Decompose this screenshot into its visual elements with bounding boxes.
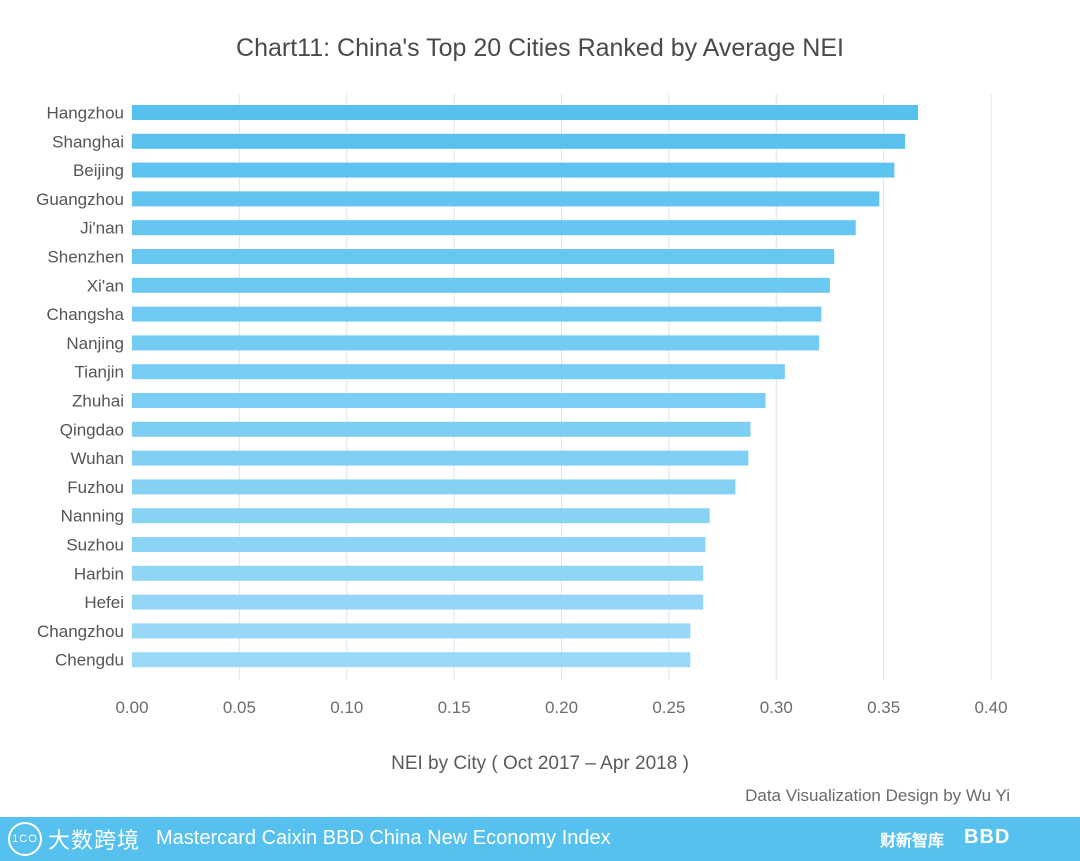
- bar-harbin: [132, 565, 704, 581]
- x-tick-label: 0.30: [760, 698, 793, 717]
- x-tick-label: 0.15: [438, 698, 471, 717]
- category-label: Zhuhai: [72, 392, 124, 411]
- bar-chengdu: [132, 652, 691, 668]
- x-tick-label: 0.25: [652, 698, 685, 717]
- category-label: Tianjin: [75, 363, 124, 382]
- category-label: Hangzhou: [46, 104, 124, 123]
- category-label: Wuhan: [70, 449, 124, 468]
- bar-changsha: [132, 306, 822, 322]
- bar-chart: Hangzhou Shanghai Beijing Guangzhou Ji'nan Sh…: [36, 94, 1008, 717]
- category-label: Changsha: [46, 305, 124, 324]
- category-label: Beijing: [73, 161, 124, 180]
- x-tick-label: 0.20: [545, 698, 578, 717]
- category-label: Qingdao: [60, 420, 124, 439]
- design-credit: Data Visualization Design by Wu Yi: [745, 786, 1010, 805]
- caixin-insight-logo: 财新智库: [880, 833, 945, 850]
- bar-qingdao: [132, 421, 751, 437]
- category-label: Hefei: [84, 593, 124, 612]
- bars: [132, 105, 918, 668]
- x-tick-label: 0.05: [223, 698, 256, 717]
- footer-title: Mastercard Caixin BBD China New Economy …: [156, 827, 611, 849]
- category-label: Guangzhou: [36, 190, 124, 209]
- bar-wuhan: [132, 450, 749, 466]
- x-tick-label: 0.40: [974, 698, 1007, 717]
- logo-left-text: 大数跨境: [48, 828, 141, 853]
- bar-shanghai: [132, 133, 906, 149]
- bar-fuzhou: [132, 479, 736, 495]
- category-label: Harbin: [74, 564, 124, 583]
- bar-suzhou: [132, 537, 706, 552]
- bar-shenzhen: [132, 249, 835, 264]
- dashujuejing-logo: 1CO 大数跨境: [8, 822, 141, 856]
- category-label: Changzhou: [37, 622, 124, 641]
- bar-hangzhou: [132, 105, 918, 120]
- bar-hefei: [132, 594, 704, 610]
- logo-badge-icon: 1CO: [8, 822, 42, 856]
- x-tick-label: 0.00: [115, 698, 148, 717]
- x-axis-label: NEI by City ( Oct 2017 – Apr 2018 ): [391, 753, 689, 774]
- bar-guangzhou: [132, 191, 880, 207]
- category-labels: Hangzhou Shanghai Beijing Guangzhou Ji'nan Sh…: [36, 104, 124, 670]
- chart-title: Chart11: China's Top 20 Cities Ranked by…: [236, 34, 844, 62]
- bar-tianjin: [132, 364, 785, 380]
- category-label: Xi'an: [87, 276, 124, 295]
- x-tick-labels: 0.00 0.05 0.10 0.15 0.20 0.25 0.30 0.35 0.40: [115, 698, 1007, 717]
- bar-zhuhai: [132, 393, 766, 408]
- category-label: Nanning: [61, 507, 124, 526]
- bar-nanjing: [132, 335, 820, 351]
- category-label: Shanghai: [52, 132, 124, 151]
- bbd-logo: BBD: [964, 826, 1011, 848]
- bar-xian: [132, 277, 830, 293]
- category-label: Fuzhou: [67, 478, 124, 497]
- category-label: Nanjing: [66, 334, 124, 353]
- footer-bar: 1CO 大数跨境 Mastercard Caixin BBD China New…: [0, 817, 1080, 861]
- bar-jinan: [132, 220, 856, 236]
- category-label: Suzhou: [66, 536, 124, 555]
- bar-beijing: [132, 162, 895, 178]
- bar-changzhou: [132, 623, 691, 639]
- category-label: Ji'nan: [80, 219, 124, 238]
- category-label: Chengdu: [55, 651, 124, 670]
- bar-nanning: [132, 508, 710, 524]
- x-tick-label: 0.10: [330, 698, 363, 717]
- category-label: Shenzhen: [47, 248, 124, 267]
- x-tick-label: 0.35: [867, 698, 900, 717]
- grid-lines: [238, 94, 992, 680]
